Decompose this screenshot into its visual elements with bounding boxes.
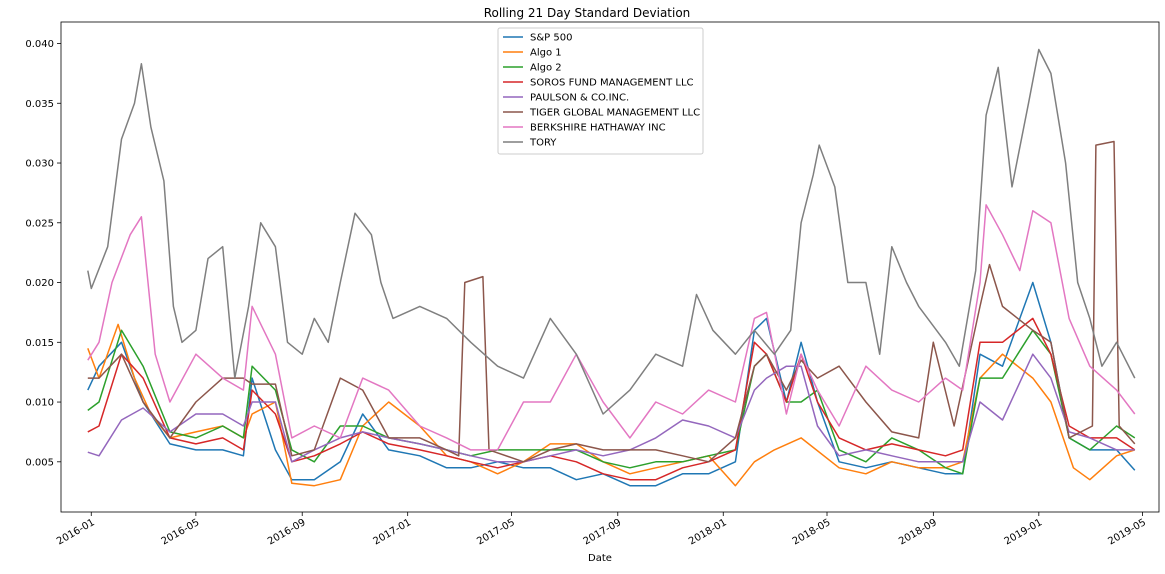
series-line-7 (87, 48, 1136, 415)
y-tick-label: 0.020 (25, 278, 54, 289)
legend-label: Algo 2 (530, 63, 562, 74)
y-tick-label: 0.030 (25, 159, 54, 170)
x-tick-label: 2019-01 (1003, 517, 1045, 547)
legend-label: SOROS FUND MANAGEMENT LLC (530, 78, 694, 89)
y-tick-label: 0.035 (25, 99, 54, 110)
y-tick-label: 0.025 (25, 218, 54, 229)
legend-box (497, 27, 704, 155)
legend-label: S&P 500 (530, 33, 572, 44)
x-axis-label: Date (588, 553, 612, 564)
legend-label: BERKSHIRE HATHAWAY INC (530, 123, 666, 134)
x-tick-label: 2016-05 (160, 517, 202, 547)
x-tick-label: 2018-01 (687, 517, 729, 547)
y-tick-label: 0.005 (25, 457, 54, 468)
x-tick-label: 2019-05 (1106, 517, 1148, 547)
chart-title: Rolling 21 Day Standard Deviation (484, 6, 691, 20)
x-tick-label: 2016-01 (55, 517, 97, 547)
y-tick-label: 0.010 (25, 398, 54, 409)
x-tick-label: 2016-09 (266, 517, 308, 547)
x-tick-label: 2017-01 (371, 517, 413, 547)
series-line-6 (87, 204, 1136, 451)
legend-label: TIGER GLOBAL MANAGEMENT LLC (529, 108, 700, 119)
y-tick-label: 0.015 (25, 338, 54, 349)
series-line-5 (87, 140, 1136, 463)
legend-label: Algo 1 (530, 48, 562, 59)
legend-label: PAULSON & CO.INC. (530, 93, 629, 104)
legend-label: TORY (529, 138, 557, 149)
plot-frame (60, 21, 1160, 513)
x-tick-label: 2018-09 (897, 517, 939, 547)
series-lines (87, 48, 1136, 487)
y-tick-label: 0.040 (25, 39, 54, 50)
x-tick-label: 2017-09 (582, 517, 624, 547)
x-tick-label: 2018-05 (791, 517, 833, 547)
legend: S&P 500 Algo 1 Algo 2 SOROS FUND MANAGEMENT… (497, 27, 704, 155)
x-tick-label: 2017-05 (475, 517, 517, 547)
